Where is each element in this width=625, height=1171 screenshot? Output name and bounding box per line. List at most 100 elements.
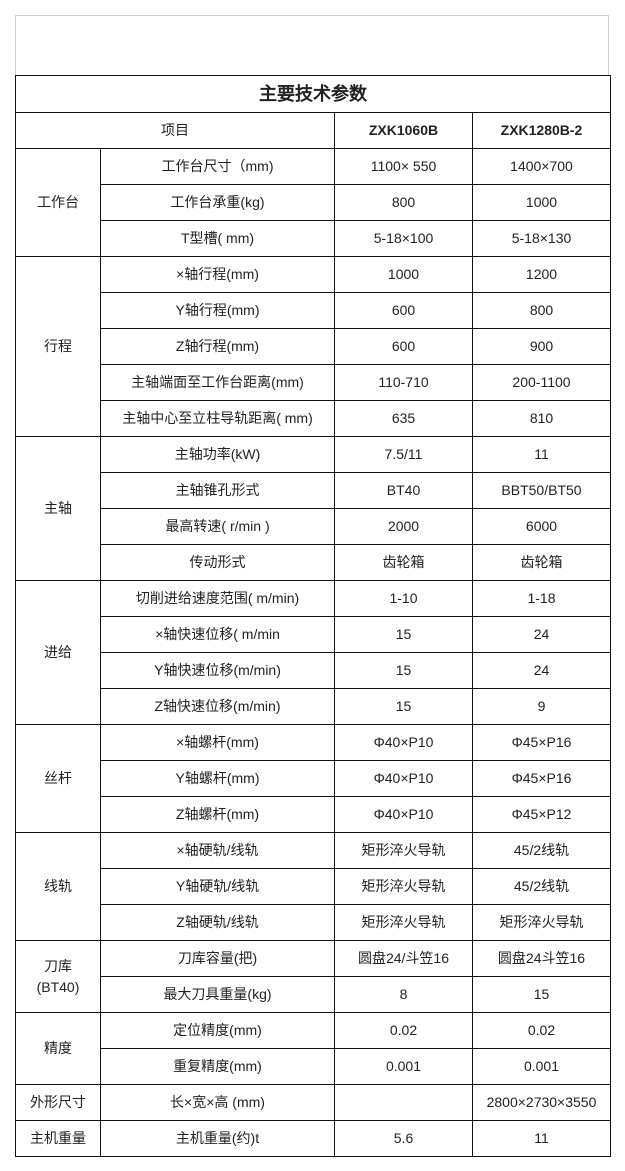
group-name: 精度	[44, 1040, 72, 1056]
param-name: Z轴螺杆(mm)	[100, 796, 335, 833]
value-model-1: 1100× 550	[334, 148, 473, 185]
group-subname: (BT40)	[36, 978, 80, 995]
table-row: Y轴螺杆(mm) Φ40×P10 Φ45×P16	[16, 760, 611, 797]
value-model-1: 矩形淬火导轨	[334, 832, 473, 869]
param-name: 主轴功率(kW)	[100, 436, 335, 473]
group-label: 丝杆	[15, 724, 101, 833]
table-row: 线轨 ×轴硬轨/线轨 矩形淬火导轨 45/2线轨	[15, 832, 611, 941]
spec-table: 主要技术参数 项目 ZXK1060B ZXK1280B-2 工作台 工作台尺寸（m…	[15, 75, 611, 1157]
value-model-2: 9	[472, 688, 611, 725]
value-model-2: 0.001	[472, 1048, 611, 1085]
value-model-2: 900	[472, 328, 611, 365]
value-model-2: 齿轮箱	[472, 544, 611, 581]
param-name: 切削进给速度范围( m/min)	[100, 580, 335, 617]
param-name: 工作台尺寸（mm)	[100, 148, 335, 185]
param-name: Y轴快速位移(m/min)	[100, 652, 335, 689]
group-name: 外形尺寸	[30, 1094, 86, 1110]
top-blank-area	[15, 15, 609, 75]
table-row: 工作台 工作台尺寸（mm) 1100× 550 1400×700	[15, 148, 611, 257]
table-row: Z轴快速位移(m/min) 15 9	[16, 688, 611, 725]
table-row: 刀库 (BT40) 刀库容量(把) 圆盘24/斗笠16 圆盘24斗笠16	[15, 940, 611, 1013]
value-model-2: Φ45×P16	[472, 724, 611, 761]
value-model-1: 1-10	[334, 580, 473, 617]
param-name: ×轴快速位移( m/min	[100, 616, 335, 653]
header-item: 项目	[15, 112, 335, 149]
param-name: 工作台承重(kg)	[100, 184, 335, 221]
group-name: 主轴	[44, 500, 72, 516]
table-row: 最大刀具重量(kg) 8 15	[16, 976, 611, 1013]
table-row: 行程 ×轴行程(mm) 1000 1200	[15, 256, 611, 437]
value-model-1: 800	[334, 184, 473, 221]
value-model-1: 齿轮箱	[334, 544, 473, 581]
value-model-1: 600	[334, 292, 473, 329]
value-model-1: Φ40×P10	[334, 796, 473, 833]
param-name: 主机重量(约)t	[100, 1120, 335, 1157]
value-model-2: 200-1100	[472, 364, 611, 401]
value-model-2: 800	[472, 292, 611, 329]
value-model-2: 1000	[472, 184, 611, 221]
table-row: Z轴行程(mm) 600 900	[16, 328, 611, 365]
group-label: 工作台	[15, 148, 101, 257]
table-row: 主轴锥孔形式 BT40 BBT50/BT50	[16, 472, 611, 509]
param-name: ×轴行程(mm)	[100, 256, 335, 293]
value-model-2: 45/2线轨	[472, 868, 611, 905]
table-row: 主机重量 主机重量(约)t 5.6 11	[15, 1120, 611, 1157]
group-label: 行程	[15, 256, 101, 437]
value-model-1: BT40	[334, 472, 473, 509]
param-name: 主轴端面至工作台距离(mm)	[100, 364, 335, 401]
value-model-2: 24	[472, 652, 611, 689]
value-model-2: 0.02	[472, 1012, 611, 1049]
group-label: 进给	[15, 580, 101, 725]
value-model-2: 11	[472, 1120, 611, 1157]
table-row: ×轴快速位移( m/min 15 24	[16, 616, 611, 653]
group-label: 主轴	[15, 436, 101, 581]
table-row: 传动形式 齿轮箱 齿轮箱	[16, 544, 611, 581]
value-model-1: 635	[334, 400, 473, 437]
group-label: 外形尺寸	[15, 1084, 101, 1121]
group-name: 行程	[44, 338, 72, 354]
table-row: T型槽( mm) 5-18×100 5-18×130	[16, 220, 611, 257]
value-model-1: 5.6	[334, 1120, 473, 1157]
value-model-1: 矩形淬火导轨	[334, 904, 473, 941]
value-model-1: 8	[334, 976, 473, 1013]
param-name: Z轴硬轨/线轨	[100, 904, 335, 941]
value-model-1: 0.02	[334, 1012, 473, 1049]
value-model-2: 1400×700	[472, 148, 611, 185]
group-name: 主机重量	[30, 1130, 86, 1146]
param-name: 重复精度(mm)	[100, 1048, 335, 1085]
value-model-1: 矩形淬火导轨	[334, 868, 473, 905]
param-name: Y轴螺杆(mm)	[100, 760, 335, 797]
value-model-2: Φ45×P16	[472, 760, 611, 797]
table-row: Z轴螺杆(mm) Φ40×P10 Φ45×P12	[16, 796, 611, 833]
value-model-1: 15	[334, 616, 473, 653]
table-row: 外形尺寸 长×宽×高 (mm) 2800×2730×3550	[15, 1084, 611, 1121]
table-row: 主轴端面至工作台距离(mm) 110-710 200-1100	[16, 364, 611, 401]
table-row: 最高转速( r/min ) 2000 6000	[16, 508, 611, 545]
value-model-1: 7.5/11	[334, 436, 473, 473]
param-name: 长×宽×高 (mm)	[100, 1084, 335, 1121]
param-name: 主轴锥孔形式	[100, 472, 335, 509]
value-model-2: 11	[472, 436, 611, 473]
value-model-1: Φ40×P10	[334, 724, 473, 761]
value-model-1: 5-18×100	[334, 220, 473, 257]
param-name: 刀库容量(把)	[100, 940, 335, 977]
value-model-2: 2800×2730×3550	[472, 1084, 611, 1121]
value-model-1: 110-710	[334, 364, 473, 401]
group-name: 丝杆	[44, 770, 72, 786]
value-model-1: 圆盘24/斗笠16	[334, 940, 473, 977]
value-model-2: 810	[472, 400, 611, 437]
group-label: 精度	[15, 1012, 101, 1085]
param-name: T型槽( mm)	[100, 220, 335, 257]
header-row: 项目 ZXK1060B ZXK1280B-2	[15, 112, 611, 149]
value-model-2: 5-18×130	[472, 220, 611, 257]
param-name: Y轴硬轨/线轨	[100, 868, 335, 905]
table-row: 精度 定位精度(mm) 0.02 0.02	[15, 1012, 611, 1085]
param-name: 主轴中心至立柱导轨距离( mm)	[100, 400, 335, 437]
value-model-2: Φ45×P12	[472, 796, 611, 833]
table-row: 丝杆 ×轴螺杆(mm) Φ40×P10 Φ45×P16	[15, 724, 611, 833]
value-model-2: 45/2线轨	[472, 832, 611, 869]
value-model-2: 矩形淬火导轨	[472, 904, 611, 941]
group-name: 进给	[44, 644, 72, 660]
table-row: 工作台承重(kg) 800 1000	[16, 184, 611, 221]
value-model-1	[334, 1084, 473, 1121]
